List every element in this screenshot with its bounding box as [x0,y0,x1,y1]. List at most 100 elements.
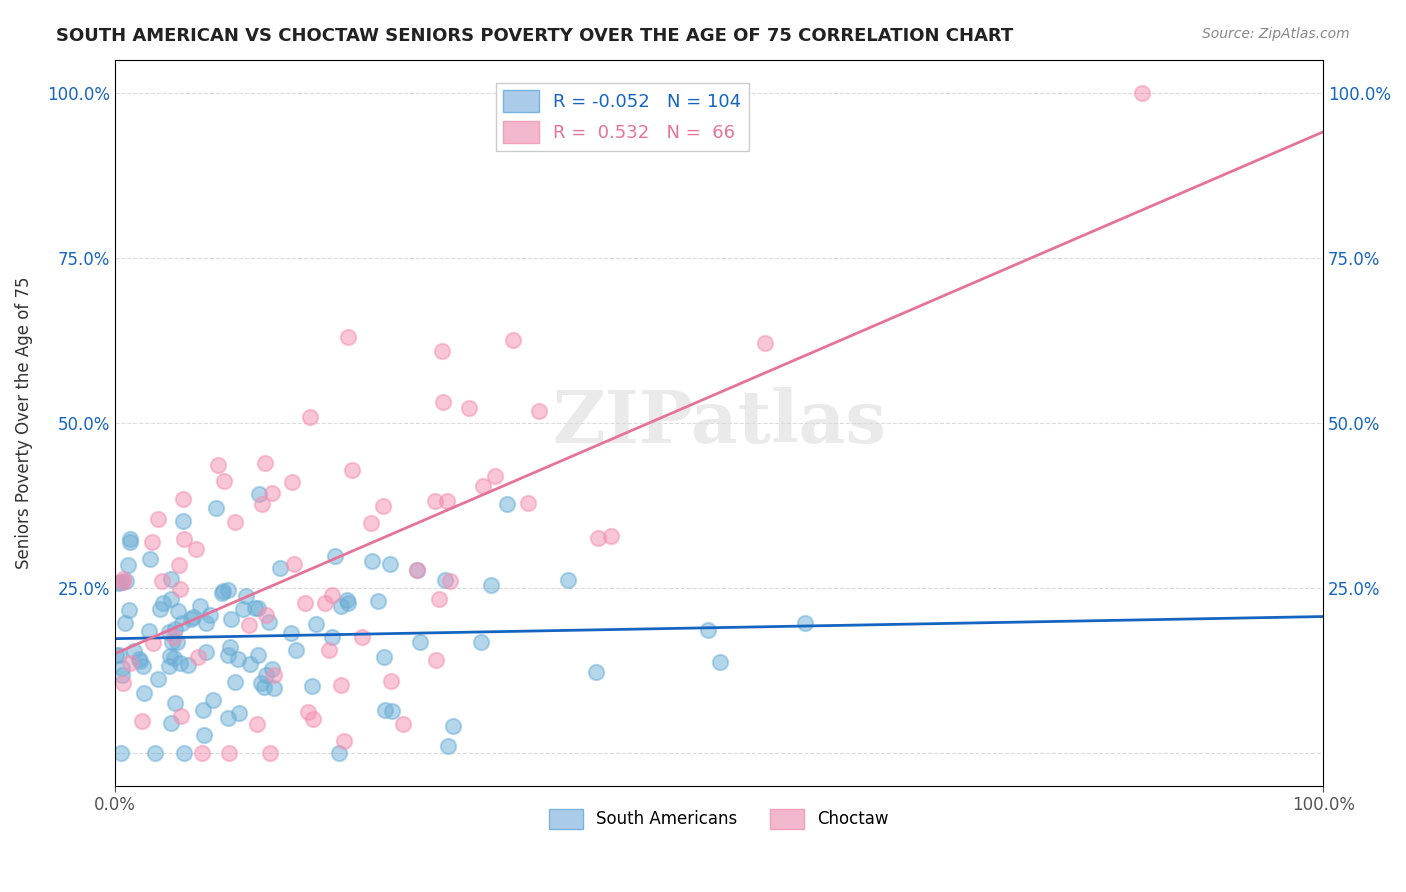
South Americans [166,634,188,648]
South Americans [170,615,193,630]
South Americans [254,667,277,681]
South Americans [325,549,347,564]
Choctaw [252,497,274,511]
Choctaw [406,563,429,577]
South Americans [107,575,129,590]
South Americans [195,645,218,659]
South Americans [122,644,145,658]
Choctaw [111,676,134,690]
South Americans [163,651,186,665]
Choctaw [184,541,207,556]
Choctaw [131,714,153,729]
South Americans [107,648,129,662]
Choctaw [167,558,190,572]
South Americans [191,703,214,717]
Choctaw [259,746,281,760]
South Americans [228,706,250,720]
South Americans [585,665,607,679]
South Americans [172,514,194,528]
South Americans [335,593,357,607]
South Americans [217,711,239,725]
South Americans [110,574,132,589]
South Americans [132,659,155,673]
South Americans [557,574,579,588]
Choctaw [111,574,134,589]
Choctaw [337,330,360,344]
Choctaw [430,343,453,358]
Choctaw [294,596,316,610]
Choctaw [212,474,235,488]
South Americans [149,602,172,616]
South Americans [330,599,353,613]
South Americans [173,746,195,760]
Choctaw [297,705,319,719]
Choctaw [263,668,285,682]
Choctaw [111,572,134,586]
Choctaw [371,499,394,513]
Choctaw [283,557,305,571]
South Americans [301,679,323,693]
South Americans [496,497,519,511]
South Americans [409,635,432,649]
Choctaw [471,479,494,493]
South Americans [793,615,815,630]
Choctaw [173,533,195,547]
Legend: South Americans, Choctaw: South Americans, Choctaw [543,802,896,836]
South Americans [188,599,211,613]
Choctaw [321,588,343,602]
South Americans [360,554,382,568]
South Americans [441,718,464,732]
Choctaw [330,677,353,691]
South Americans [117,558,139,573]
South Americans [166,604,188,618]
South Americans [114,574,136,589]
Choctaw [432,395,454,409]
South Americans [163,696,186,710]
Choctaw [169,582,191,596]
South Americans [280,626,302,640]
Choctaw [298,409,321,424]
South Americans [374,703,396,717]
South Americans [246,601,269,615]
South Americans [246,648,269,662]
South Americans [193,728,215,742]
South Americans [696,623,718,637]
Choctaw [187,650,209,665]
South Americans [232,601,254,615]
South Americans [235,589,257,603]
Choctaw [254,607,277,622]
South Americans [262,663,284,677]
Choctaw [218,746,240,760]
South Americans [200,607,222,622]
Choctaw [429,592,451,607]
South Americans [253,681,276,695]
South Americans [436,739,458,754]
South Americans [219,640,242,655]
Choctaw [318,643,340,657]
South Americans [328,746,350,760]
South Americans [217,582,239,597]
South Americans [470,635,492,649]
Choctaw [423,493,446,508]
South Americans [118,533,141,547]
Choctaw [118,656,141,670]
Choctaw [484,469,506,483]
Choctaw [190,746,212,760]
South Americans [143,746,166,760]
South Americans [201,693,224,707]
South Americans [250,676,273,690]
South Americans [247,487,270,501]
Choctaw [281,475,304,490]
Choctaw [253,456,276,470]
Choctaw [342,463,364,477]
Choctaw [150,574,173,588]
Choctaw [302,712,325,726]
Text: ZIPatlas: ZIPatlas [553,387,886,458]
South Americans [373,649,395,664]
Choctaw [527,404,550,418]
South Americans [104,648,127,662]
South Americans [205,500,228,515]
Choctaw [260,485,283,500]
South Americans [111,668,134,682]
South Americans [479,578,502,592]
